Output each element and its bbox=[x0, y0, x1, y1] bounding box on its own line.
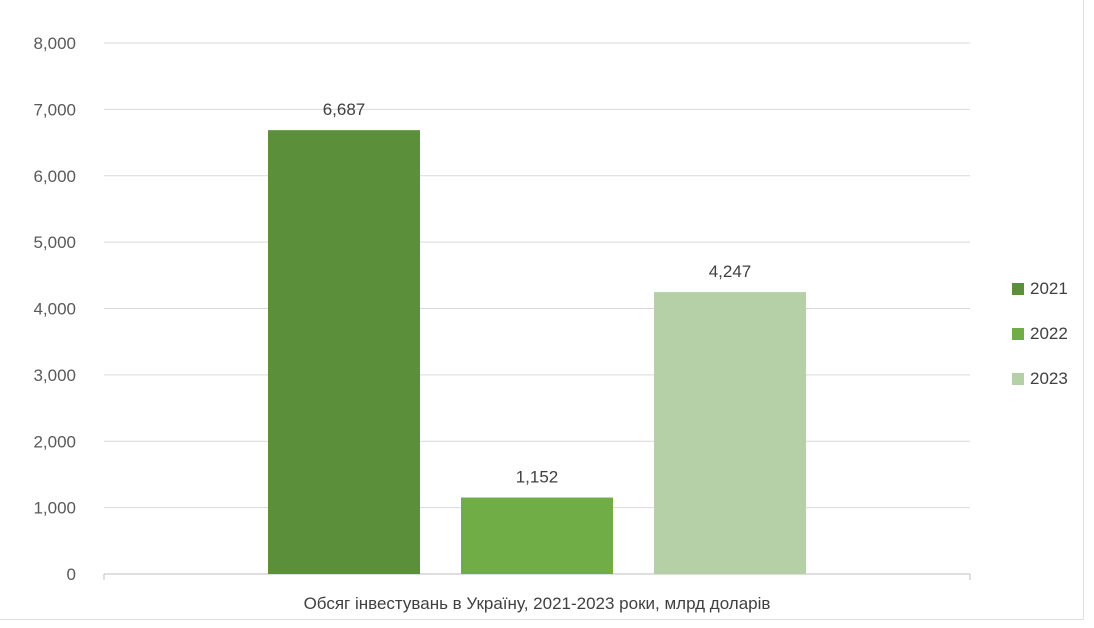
data-label-2022: 1,152 bbox=[516, 468, 559, 487]
y-tick-label: 8,000 bbox=[33, 34, 76, 53]
y-tick-label: 3,000 bbox=[33, 366, 76, 385]
legend-item-2022: 2022 bbox=[1012, 311, 1068, 356]
y-tick-label: 5,000 bbox=[33, 233, 76, 252]
bar-2023 bbox=[654, 292, 806, 574]
bar-2022 bbox=[461, 497, 613, 574]
category-label: Обсяг інвестувань в Україну, 2021-2023 р… bbox=[303, 594, 771, 613]
y-tick-label: 4,000 bbox=[33, 300, 76, 319]
legend: 2021 2022 2023 bbox=[1012, 266, 1068, 401]
legend-item-2023: 2023 bbox=[1012, 356, 1068, 401]
y-tick-label: 7,000 bbox=[33, 100, 76, 119]
y-tick-label: 1,000 bbox=[33, 499, 76, 518]
bar-2021 bbox=[268, 130, 420, 574]
chart-frame bbox=[0, 0, 1084, 620]
legend-label-2023: 2023 bbox=[1030, 368, 1068, 388]
y-tick-label: 2,000 bbox=[33, 432, 76, 451]
data-label-2023: 4,247 bbox=[709, 262, 752, 281]
data-label-2021: 6,687 bbox=[323, 100, 366, 119]
legend-swatch-2021 bbox=[1012, 282, 1024, 295]
legend-swatch-2022 bbox=[1012, 327, 1024, 340]
y-tick-label: 6,000 bbox=[33, 167, 76, 186]
y-tick-label: 0 bbox=[67, 565, 76, 584]
legend-item-2021: 2021 bbox=[1012, 266, 1068, 311]
legend-swatch-2023 bbox=[1012, 372, 1024, 385]
legend-label-2022: 2022 bbox=[1030, 323, 1068, 343]
legend-label-2021: 2021 bbox=[1030, 278, 1068, 298]
